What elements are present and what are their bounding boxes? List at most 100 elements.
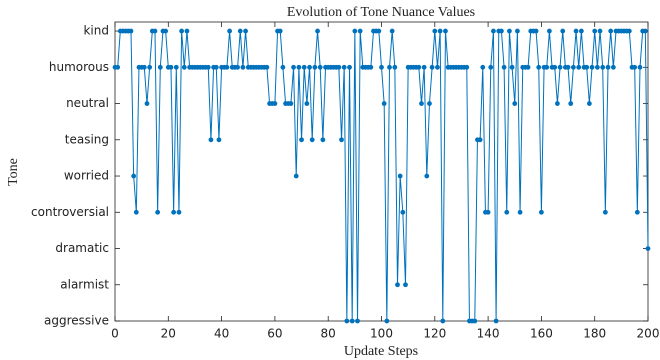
data-point	[357, 28, 363, 34]
data-point	[392, 64, 398, 70]
y-tick-label: controversial	[31, 205, 109, 219]
data-point	[131, 173, 137, 179]
data-point	[576, 64, 582, 70]
data-point	[589, 64, 595, 70]
data-point	[243, 28, 248, 34]
data-point	[427, 101, 432, 106]
data-point	[397, 173, 403, 179]
data-point	[509, 64, 515, 70]
data-point	[491, 28, 496, 34]
data-point	[432, 28, 438, 34]
data-point	[642, 28, 648, 34]
data-point	[216, 137, 222, 143]
data-point	[288, 101, 294, 106]
y-tick-label: aggressive	[44, 314, 109, 328]
data-point	[597, 28, 603, 34]
data-point	[312, 64, 318, 70]
data-point	[557, 64, 563, 70]
data-point	[400, 209, 406, 215]
data-point	[128, 28, 134, 34]
data-point	[355, 318, 360, 324]
data-point	[637, 64, 643, 70]
data-point	[336, 64, 342, 70]
data-point	[389, 28, 395, 34]
data-point	[133, 209, 139, 215]
data-point	[488, 64, 494, 70]
data-point	[293, 173, 299, 179]
data-point	[594, 64, 600, 70]
data-point	[608, 28, 614, 34]
data-point	[592, 28, 598, 34]
y-tick-label: neutral	[66, 96, 109, 110]
data-point	[347, 64, 352, 70]
data-point	[517, 209, 523, 215]
data-point	[147, 64, 153, 70]
data-point	[512, 101, 518, 106]
y-tick-label: humorous	[49, 60, 109, 74]
data-point	[227, 28, 232, 34]
data-point	[552, 64, 558, 70]
data-point	[501, 64, 507, 70]
data-point	[605, 64, 611, 70]
data-point	[424, 173, 430, 179]
data-point	[504, 209, 510, 215]
data-point	[493, 318, 499, 324]
data-point	[416, 64, 422, 70]
data-point	[376, 28, 382, 34]
data-point	[565, 64, 571, 70]
data-point	[578, 28, 584, 34]
data-point	[155, 209, 161, 215]
data-point	[304, 101, 310, 106]
x-tick-label: 40	[214, 327, 229, 341]
data-point	[264, 64, 270, 70]
data-point	[600, 64, 606, 70]
data-point	[115, 64, 121, 70]
data-point	[315, 28, 320, 34]
data-point	[240, 64, 246, 70]
x-tick-label: 120	[423, 327, 446, 341]
data-point	[213, 64, 219, 70]
data-point	[368, 64, 374, 70]
data-point	[277, 28, 283, 34]
x-tick-label: 60	[267, 327, 282, 341]
y-tick-label: teasing	[65, 132, 109, 146]
x-tick-label: 0	[111, 327, 119, 341]
data-point	[533, 28, 539, 34]
data-point	[205, 64, 211, 70]
x-tick-label: 20	[161, 327, 176, 341]
data-point	[352, 28, 358, 34]
data-point	[296, 64, 302, 70]
data-point	[171, 209, 177, 215]
data-point	[280, 64, 286, 70]
data-point	[395, 282, 400, 288]
data-point	[437, 28, 443, 34]
x-tick-label: 180	[583, 327, 606, 341]
data-point	[320, 137, 326, 143]
data-point	[477, 137, 483, 143]
data-point	[507, 28, 512, 34]
data-point	[235, 64, 240, 70]
data-point	[344, 318, 350, 324]
data-point	[184, 28, 190, 34]
data-point	[381, 101, 387, 106]
data-point	[539, 209, 544, 215]
data-point	[485, 209, 491, 215]
data-point	[152, 28, 158, 34]
data-point	[403, 282, 408, 288]
data-point	[384, 318, 390, 324]
data-point	[626, 28, 632, 34]
y-tick-label: dramatic	[55, 241, 109, 255]
data-point	[181, 64, 187, 70]
data-point	[291, 64, 296, 70]
data-point	[379, 64, 384, 70]
data-point	[499, 28, 504, 34]
x-tick-label: 100	[370, 327, 393, 341]
data-point	[317, 64, 323, 70]
data-point	[419, 101, 424, 106]
y-tick-label: kind	[83, 24, 109, 38]
x-axis-label: Update Steps	[344, 344, 418, 359]
data-point	[387, 64, 392, 70]
data-point	[168, 64, 174, 70]
data-point	[584, 64, 590, 70]
